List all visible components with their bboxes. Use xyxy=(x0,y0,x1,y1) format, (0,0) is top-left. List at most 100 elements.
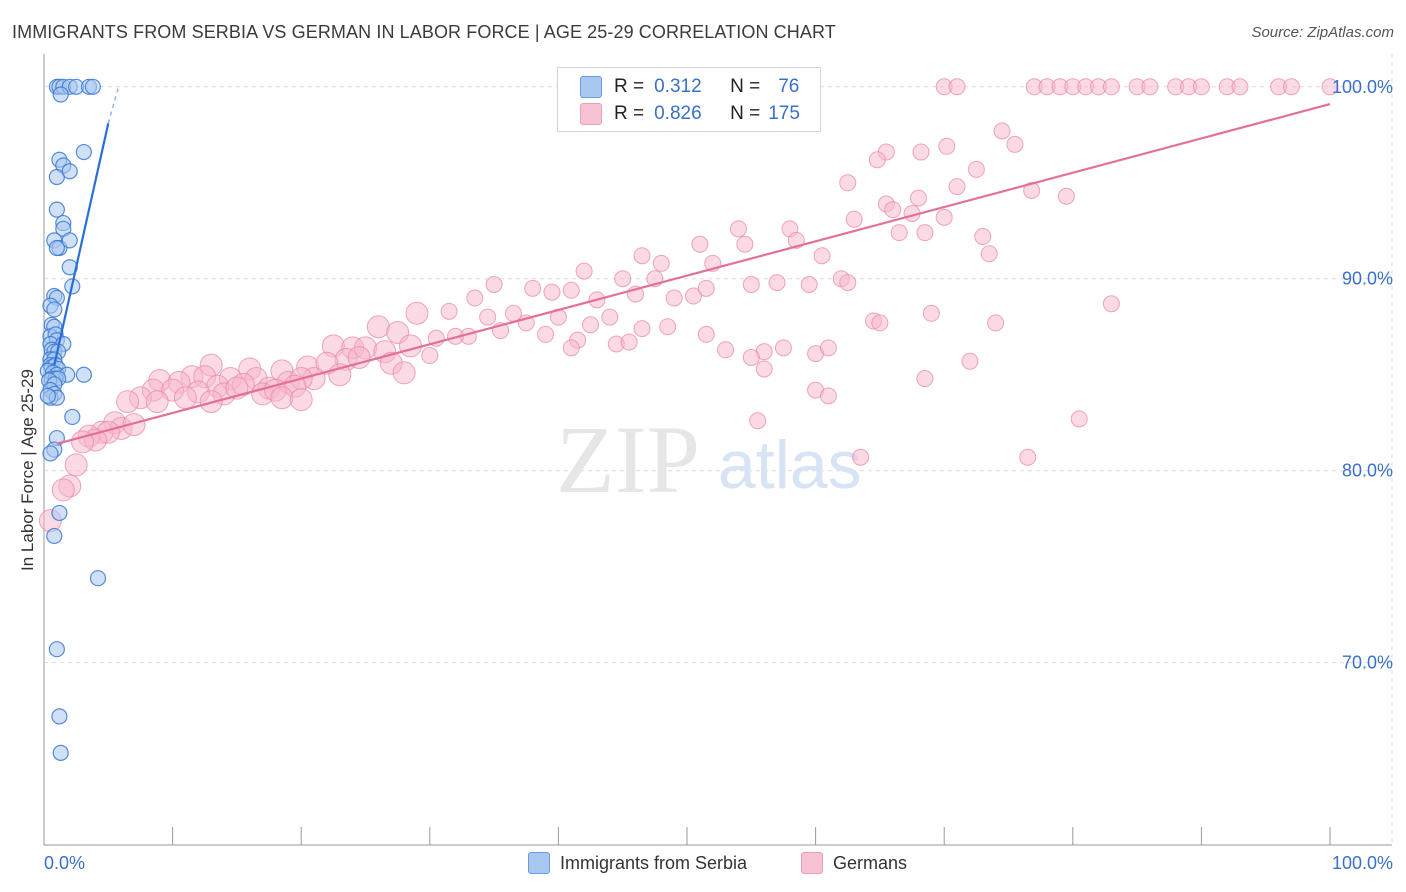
german-point xyxy=(697,279,715,297)
german-point xyxy=(633,320,651,338)
german-point xyxy=(912,143,930,161)
german-point xyxy=(633,247,651,265)
german-point xyxy=(1102,295,1120,313)
german-point xyxy=(562,339,580,357)
german-point xyxy=(909,189,927,207)
legend-item-germans[interactable]: Germans xyxy=(801,852,907,874)
german-point xyxy=(421,347,439,365)
german-point xyxy=(392,361,416,385)
serbia-r-value: 0.312 xyxy=(654,76,702,97)
german-point xyxy=(1070,410,1088,428)
serbia-point xyxy=(84,78,101,95)
watermark-zip: ZIP xyxy=(556,406,700,513)
german-point xyxy=(774,339,792,357)
german-point xyxy=(884,201,902,219)
serbia-point xyxy=(46,301,63,318)
german-point xyxy=(399,334,423,358)
german-point xyxy=(845,210,863,228)
german-point xyxy=(684,287,702,305)
german-point xyxy=(916,224,934,242)
tick-labels: 70.0% 80.0% 90.0% 100.0% 0.0% 100.0% xyxy=(44,77,1393,873)
serbia-legend-label: Immigrants from Serbia xyxy=(560,852,748,873)
serbia-swatch xyxy=(580,76,602,98)
serbia-point xyxy=(75,366,92,383)
serbia-legend-swatch xyxy=(528,852,550,874)
germans-legend-label: Germans xyxy=(833,852,908,873)
serbia-point xyxy=(51,504,68,522)
german-points xyxy=(38,78,1339,533)
german-point xyxy=(871,314,889,332)
serbia-point xyxy=(52,744,69,761)
german-point xyxy=(289,388,313,412)
legend-row-germans: R = 0.826 N = 175 xyxy=(580,102,800,126)
german-point xyxy=(868,151,886,169)
german-point xyxy=(1192,78,1210,96)
german-point xyxy=(916,370,934,388)
german-point xyxy=(993,122,1011,140)
serbia-point xyxy=(42,445,59,462)
german-point xyxy=(839,274,857,292)
german-point xyxy=(1023,181,1041,199)
r-label: R = xyxy=(614,76,645,97)
german-point xyxy=(717,341,735,359)
german-point xyxy=(742,348,760,366)
watermark: ZIP atlas xyxy=(556,406,862,513)
y-tick-label: 80.0% xyxy=(1342,461,1393,481)
serbia-point xyxy=(61,232,78,249)
german-point xyxy=(890,224,908,242)
serbia-point xyxy=(52,86,69,103)
serbia-trend-line xyxy=(53,123,110,366)
german-point xyxy=(405,301,429,325)
serbia-point xyxy=(51,708,68,725)
german-point xyxy=(922,304,940,322)
german-point xyxy=(980,245,998,263)
serbia-point xyxy=(75,143,92,161)
german-point xyxy=(768,274,786,292)
german-point xyxy=(116,390,140,414)
german-point xyxy=(691,235,709,253)
german-point xyxy=(122,413,146,437)
german-point xyxy=(485,276,503,294)
german-point xyxy=(601,308,619,326)
german-point xyxy=(938,137,956,155)
german-point xyxy=(1102,78,1120,96)
german-point xyxy=(948,78,966,96)
german-point xyxy=(839,174,857,192)
y-tick-label: 90.0% xyxy=(1342,269,1393,289)
legend-item-serbia[interactable]: Immigrants from Serbia xyxy=(528,852,747,874)
x-tick-label-max: 100.0% xyxy=(1332,853,1393,873)
german-point xyxy=(800,276,818,294)
german-point xyxy=(543,283,561,301)
german-point xyxy=(1019,448,1037,466)
german-point xyxy=(697,325,715,343)
trend-lines xyxy=(53,86,1331,445)
german-point xyxy=(1141,78,1159,96)
serbia-point xyxy=(64,408,81,426)
german-point xyxy=(64,453,88,477)
german-point xyxy=(1282,78,1300,96)
chart-title: IMMIGRANTS FROM SERBIA VS GERMAN IN LABO… xyxy=(12,22,836,42)
german-point xyxy=(614,270,632,288)
german-point xyxy=(749,412,767,430)
german-point xyxy=(524,279,542,297)
x-tick-label-min: 0.0% xyxy=(44,853,85,873)
gridlines xyxy=(44,54,1393,845)
serbia-point xyxy=(89,570,107,587)
serbia-point xyxy=(61,163,78,180)
y-tick-label: 70.0% xyxy=(1342,653,1393,673)
n-label: N = xyxy=(730,103,761,124)
serbia-point xyxy=(46,527,63,545)
german-point xyxy=(652,254,670,272)
german-point xyxy=(582,316,600,334)
legend-row-serbia: R = 0.312 N = 76 xyxy=(580,75,799,99)
source-credit: Source: ZipAtlas.com xyxy=(1251,24,1394,41)
german-point xyxy=(51,478,75,502)
german-point xyxy=(961,352,979,370)
german-point xyxy=(1057,187,1075,205)
german-point xyxy=(270,386,294,410)
serbia-point xyxy=(48,201,65,218)
germans-n-value: 175 xyxy=(768,103,800,124)
series-legend: Immigrants from Serbia Germans xyxy=(0,852,1406,878)
german-point xyxy=(620,333,638,351)
